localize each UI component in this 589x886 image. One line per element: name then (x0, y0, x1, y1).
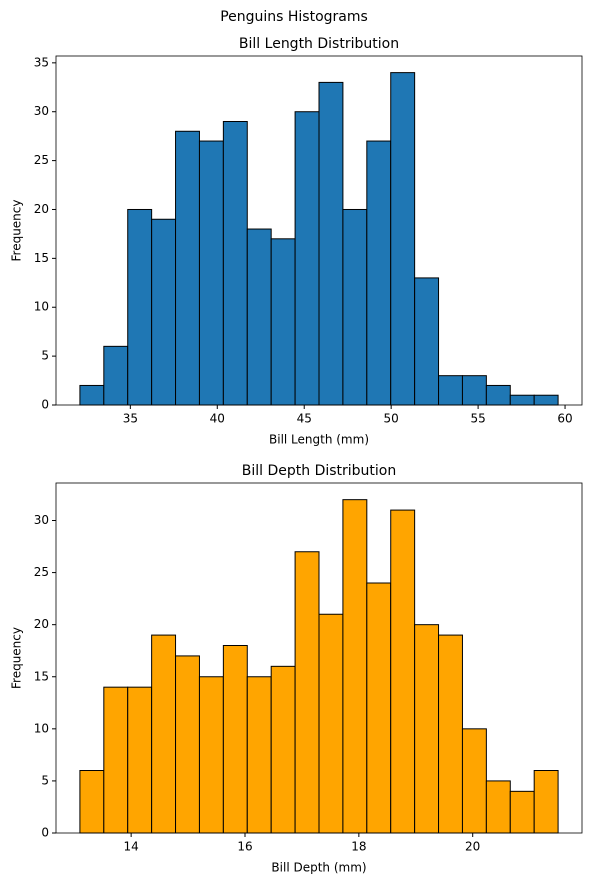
bar (151, 218, 177, 406)
y-tick-label: 30 (34, 513, 49, 527)
bar (198, 140, 224, 406)
x-tick-label: 20 (465, 840, 480, 854)
y-tick-label: 20 (34, 617, 49, 631)
y-tick-label: 25 (34, 153, 49, 167)
bar (175, 655, 200, 834)
bar (533, 394, 559, 406)
bar (414, 277, 440, 406)
bar (103, 686, 129, 834)
bar (175, 130, 200, 406)
bar (79, 384, 105, 406)
bar (533, 770, 559, 834)
figure-title: Penguins Histograms (220, 9, 368, 25)
bar (366, 140, 392, 406)
bar (270, 238, 296, 406)
y-tick-label: 0 (41, 826, 49, 840)
bar (198, 676, 224, 834)
bar (438, 634, 463, 834)
bar (127, 686, 153, 834)
bar (390, 509, 416, 834)
x-tick-label: 60 (557, 412, 572, 426)
bar (222, 120, 248, 406)
y-tick-label: 5 (41, 349, 49, 363)
x-tick-label: 16 (237, 840, 252, 854)
bar (246, 228, 272, 406)
x-tick-label: 55 (470, 412, 485, 426)
bar (438, 375, 463, 406)
bar (270, 665, 296, 834)
chart-title: Bill Length Distribution (239, 36, 399, 52)
x-tick-label: 40 (210, 412, 225, 426)
bar (342, 499, 368, 834)
bar (390, 72, 416, 406)
y-tick-label: 10 (34, 300, 49, 314)
y-axis-label: Frequency (10, 200, 24, 262)
bar (509, 790, 535, 834)
y-tick-label: 10 (34, 721, 49, 735)
x-tick-label: 35 (123, 412, 138, 426)
bar (509, 394, 535, 406)
bar (103, 345, 129, 406)
bar (485, 780, 511, 834)
x-tick-label: 50 (384, 412, 399, 426)
bar (318, 81, 344, 406)
bar (151, 634, 177, 834)
bar (246, 676, 272, 834)
y-tick-label: 15 (34, 251, 49, 265)
y-tick-label: 15 (34, 669, 49, 683)
x-axis-label: Bill Length (mm) (269, 433, 369, 447)
y-axis-label: Frequency (10, 627, 24, 689)
bar (79, 770, 105, 834)
y-tick-label: 20 (34, 202, 49, 216)
x-tick-label: 18 (351, 840, 366, 854)
bar (222, 645, 248, 834)
bar (294, 551, 320, 834)
bar (461, 375, 487, 406)
chart-title: Bill Depth Distribution (242, 463, 397, 479)
axes-frame (55, 55, 583, 406)
bar (127, 208, 153, 406)
bar (414, 624, 440, 834)
bar (318, 613, 344, 834)
bar (342, 208, 368, 406)
y-tick-label: 25 (34, 565, 49, 579)
bar (461, 728, 487, 834)
axes-frame (55, 482, 583, 834)
bar (485, 384, 511, 406)
y-tick-label: 35 (34, 55, 49, 69)
y-tick-label: 5 (41, 773, 49, 787)
x-tick-label: 45 (297, 412, 312, 426)
bar (366, 582, 392, 834)
y-tick-label: 30 (34, 104, 49, 118)
y-tick-label: 0 (41, 398, 49, 412)
bar (294, 111, 320, 406)
x-tick-label: 14 (124, 840, 139, 854)
x-axis-label: Bill Depth (mm) (271, 861, 366, 875)
